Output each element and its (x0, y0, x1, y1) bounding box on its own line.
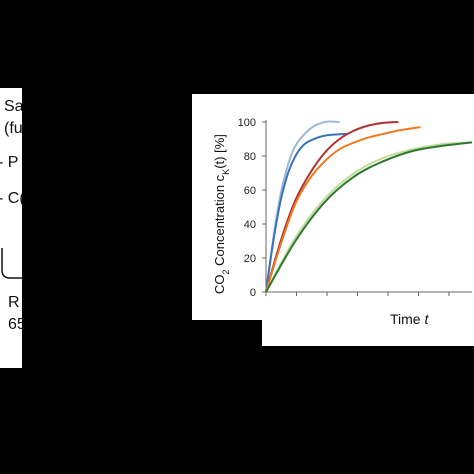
y-tick-label: 0 (250, 287, 256, 299)
left-figure-panel: Sa (fu - P - C( R 65 (0, 88, 22, 368)
left-bracket-curve (1, 248, 22, 279)
series-line-6 (265, 141, 473, 293)
left-fragment: (fu (4, 120, 22, 137)
y-tick-label: 40 (244, 219, 256, 231)
series-line-2 (265, 132, 348, 293)
x-axis-label: Time t (390, 311, 429, 327)
y-tick-labels: 0 20 40 60 80 100 (238, 117, 266, 299)
co2-concentration-chart: CO2 Concentration cK(t) [%] 0 20 40 60 80 100… (212, 117, 473, 327)
left-fragment: R (8, 294, 20, 311)
left-fragment: Sa (4, 98, 22, 115)
y-tick-label: 100 (238, 117, 256, 129)
y-tick-label: 80 (244, 151, 256, 163)
series-line-3 (265, 121, 399, 293)
chart-panel-background (192, 94, 474, 320)
axes (265, 120, 472, 296)
y-tick-label: 20 (244, 253, 256, 265)
left-fragment: - C( (0, 190, 22, 207)
series-line-4 (265, 126, 421, 293)
y-tick-label: 60 (244, 185, 256, 197)
left-fragment: 65 (8, 316, 22, 333)
series-lines (265, 120, 473, 293)
left-fragment: - P (0, 154, 19, 171)
chart-panel-background-extension (262, 318, 474, 346)
series-line-5 (265, 141, 473, 293)
y-axis-label: CO2 Concentration cK(t) [%] (212, 134, 231, 294)
